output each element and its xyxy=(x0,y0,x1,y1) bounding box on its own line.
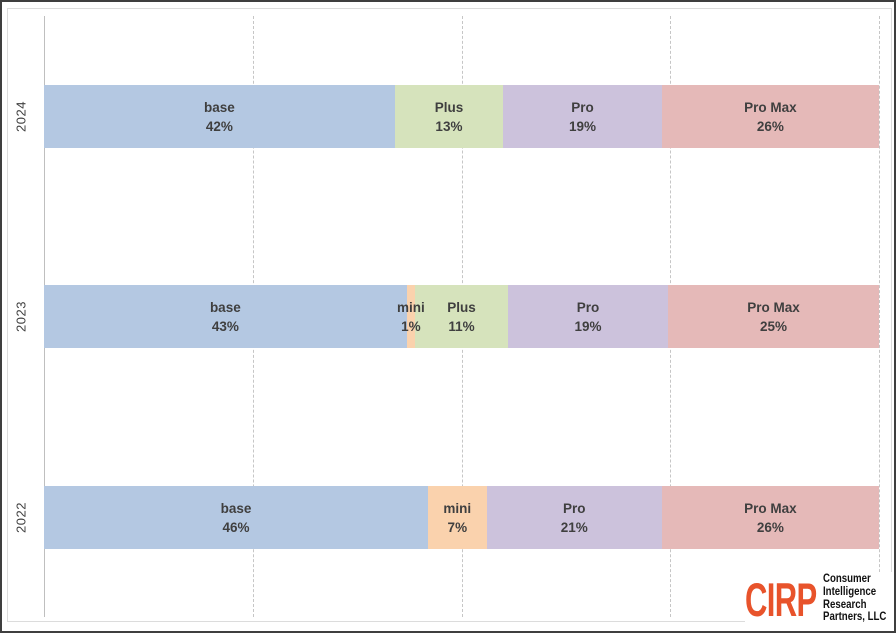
segment-label: mini 7% xyxy=(443,499,471,537)
segment-value: 13% xyxy=(435,118,463,134)
bar-segment: mini 7% xyxy=(428,486,487,549)
segment-name: base xyxy=(220,500,252,516)
company-name-line: Consumer xyxy=(823,573,871,585)
bar-segment: Pro Max 26% xyxy=(661,85,879,148)
y-axis-label-2022: 2022 xyxy=(13,502,29,533)
bar-segment: base 42% xyxy=(44,85,395,148)
bar-segment: Pro 19% xyxy=(507,285,669,348)
segment-name: Pro Max xyxy=(744,500,797,516)
segment-name: mini xyxy=(443,500,472,516)
segment-value: 46% xyxy=(222,519,250,535)
bar-segment: Pro 21% xyxy=(486,486,662,549)
segment-label: Pro Max 25% xyxy=(747,298,800,336)
company-name: Consumer Intelligence Research Partners,… xyxy=(823,573,886,624)
segment-label: base 42% xyxy=(204,98,235,136)
bar-row-2024: base 42% Plus 13% Pro 19% Pro Max 26% xyxy=(44,85,879,148)
bar-row-2023: base 43% mini 1% Plus 11% Pro 19% Pro Max 25% xyxy=(44,285,879,348)
segment-name: Pro xyxy=(562,500,586,516)
segment-name: Plus xyxy=(447,299,476,315)
bar-row-2022: base 46% mini 7% Pro 21% Pro Max 26% xyxy=(44,486,879,549)
segment-value: 7% xyxy=(447,519,468,535)
segment-name: Pro xyxy=(571,99,594,115)
segment-label: base 43% xyxy=(210,298,241,336)
segment-label: Pro 19% xyxy=(569,98,596,136)
segment-name: mini xyxy=(396,299,425,315)
segment-value: 11% xyxy=(448,318,475,334)
segment-name: Pro Max xyxy=(747,299,800,315)
segment-label: Pro 19% xyxy=(574,298,601,336)
bar-segment: base 46% xyxy=(44,486,429,549)
segment-label: Plus 11% xyxy=(447,298,476,336)
segment-label: Plus 13% xyxy=(435,98,464,136)
segment-value: 25% xyxy=(760,318,788,334)
segment-value: 26% xyxy=(756,118,784,134)
cirp-logo: CIRP Consumer Intelligence Research Part… xyxy=(745,572,893,626)
segment-value: 42% xyxy=(205,118,233,134)
bar-segment: mini 1% xyxy=(397,285,425,348)
company-name-line: Intelligence xyxy=(823,585,877,598)
segment-value: 21% xyxy=(560,519,588,535)
segment-name: Pro xyxy=(576,299,600,315)
segment-name: Pro Max xyxy=(744,99,797,115)
company-name-line: Partners, LLC xyxy=(823,611,887,624)
bar-segment: Plus 13% xyxy=(394,85,504,148)
segment-name: Plus xyxy=(434,99,464,115)
segment-label: mini 1% xyxy=(397,298,425,336)
segment-name: base xyxy=(203,99,235,115)
segment-value: 1% xyxy=(401,318,421,334)
segment-name: base xyxy=(209,299,241,315)
cirp-logo-text: CIRP xyxy=(745,572,817,626)
y-axis-label-2024: 2024 xyxy=(13,101,29,132)
bar-segment: base 43% xyxy=(44,285,407,348)
gridline-100 xyxy=(879,16,880,617)
segment-value: 43% xyxy=(211,318,239,334)
bar-segment: Pro 19% xyxy=(503,85,662,148)
bar-segment: Pro Max 26% xyxy=(661,486,879,549)
segment-value: 26% xyxy=(756,519,784,535)
y-axis-label-2023: 2023 xyxy=(13,301,29,332)
bar-segment: Pro Max 25% xyxy=(668,285,879,348)
company-name-line: Research xyxy=(823,598,867,611)
segment-label: Pro 21% xyxy=(561,499,588,537)
segment-label: Pro Max 26% xyxy=(744,499,797,537)
segment-value: 19% xyxy=(569,118,597,134)
segment-value: 19% xyxy=(574,318,602,334)
segment-label: Pro Max 26% xyxy=(744,98,797,136)
bar-segment: Plus 11% xyxy=(415,285,508,348)
segment-label: base 46% xyxy=(221,499,252,537)
